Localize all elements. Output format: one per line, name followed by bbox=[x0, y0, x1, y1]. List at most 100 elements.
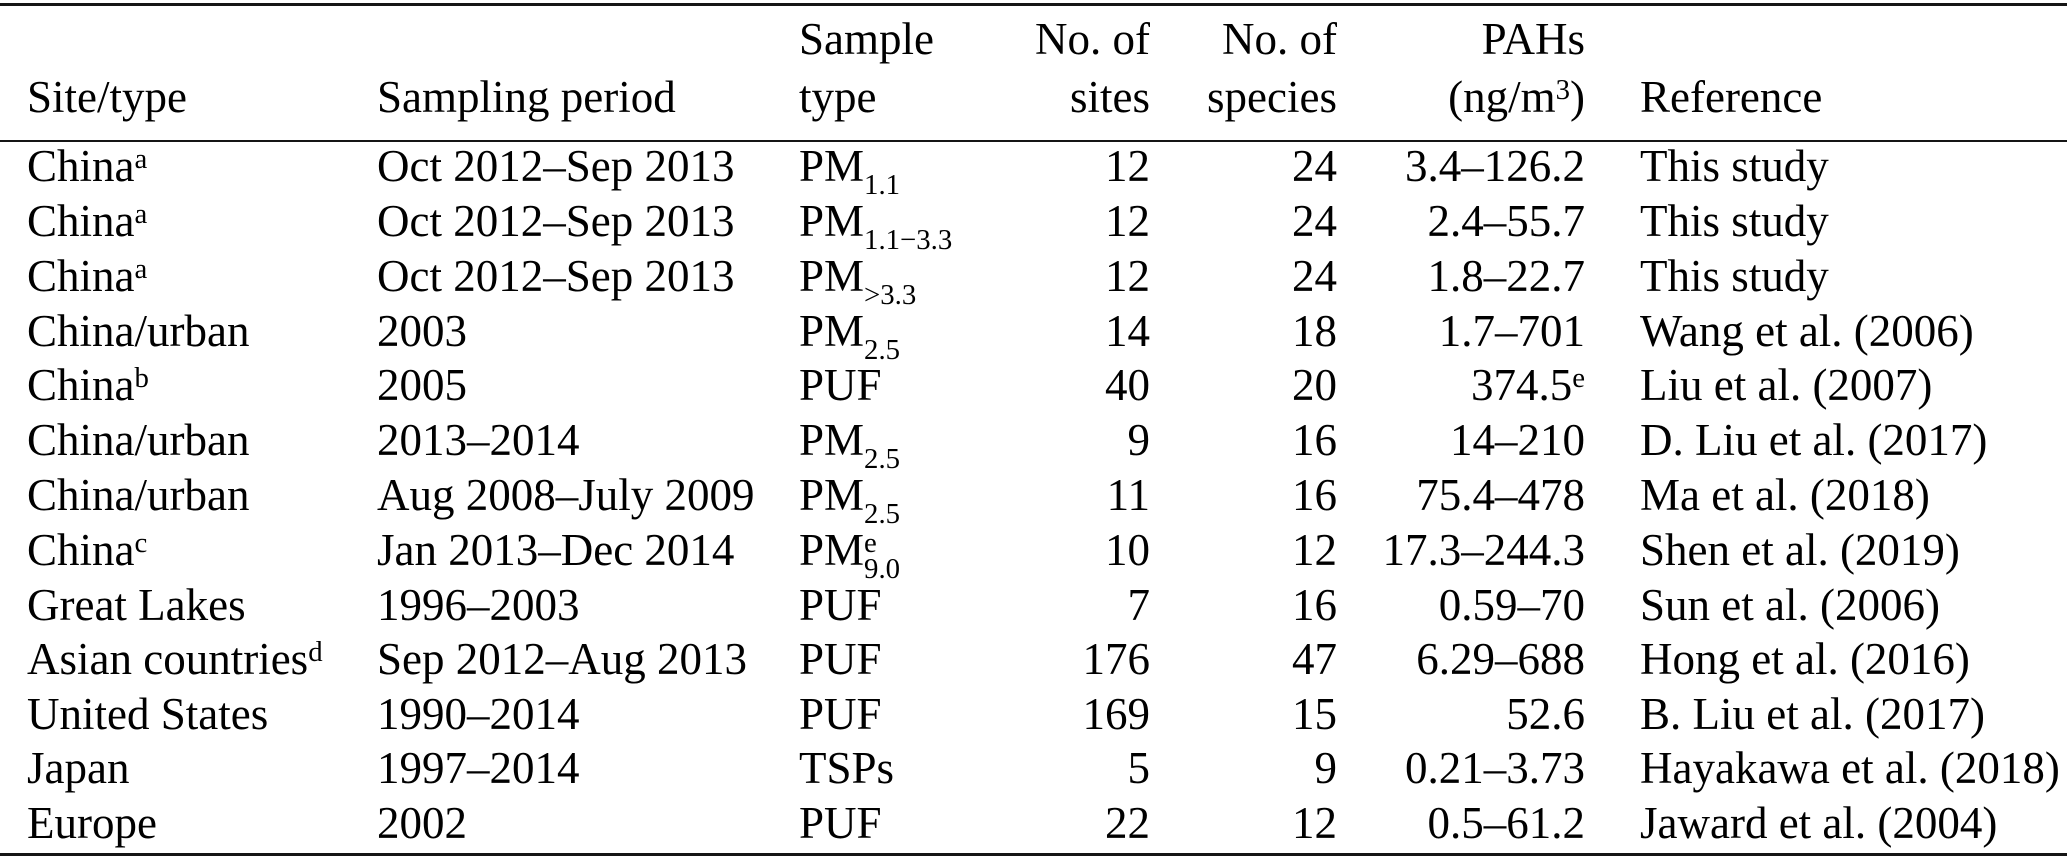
pah-comparison-table: Site/type Sampling period Sample type No… bbox=[0, 3, 2067, 856]
no-of-sites: 169 bbox=[1082, 688, 1151, 739]
no-of-sites-cell: 7 bbox=[1005, 580, 1151, 636]
sample-type-cell: PUF bbox=[799, 634, 1005, 690]
sample-type-subscript: >3.3 bbox=[864, 278, 917, 311]
site-footnote-superscript: b bbox=[134, 362, 149, 395]
reference: Sun et al. (2006) bbox=[1640, 579, 1940, 630]
sample-type-cell: PM 2.5 bbox=[799, 415, 1005, 473]
no-of-sites-cell: 176 bbox=[1005, 634, 1151, 690]
sampling-period: Aug 2008–July 2009 bbox=[377, 469, 755, 520]
site-footnote-superscript: a bbox=[134, 197, 148, 230]
pahs-concentration-cell: 0.21–3.73 bbox=[1337, 743, 1585, 799]
sampling-period-cell: 1990–2014 bbox=[377, 689, 799, 745]
site-name: China/urban bbox=[27, 414, 250, 465]
column-header-pahs: PAHs (ng/m3) bbox=[1337, 5, 1585, 142]
no-of-species: 47 bbox=[1292, 634, 1337, 685]
pahs-concentration-cell: 1.7–701 bbox=[1337, 305, 1585, 362]
site-type-cell: Chinaa bbox=[0, 141, 377, 197]
sampling-period-cell: Sep 2012–Aug 2013 bbox=[377, 634, 799, 690]
site-type-cell: Asian countriesd bbox=[0, 634, 377, 690]
site-footnote-superscript: a bbox=[134, 143, 148, 176]
pahs-range: 52.6 bbox=[1506, 688, 1585, 739]
sample-type-subscript: 2.5 bbox=[864, 497, 901, 530]
unit-text-close: ) bbox=[1570, 72, 1585, 122]
pahs-concentration-cell: 17.3–244.3 bbox=[1337, 525, 1586, 581]
site-type-cell: Great Lakes bbox=[0, 580, 377, 636]
column-header-sample-type: Sample type bbox=[799, 5, 1005, 142]
sample-type-supsub: 2.5 bbox=[864, 310, 900, 364]
sample-type-base: PM bbox=[799, 250, 865, 301]
reference-cell: Liu et al. (2007) bbox=[1585, 361, 2067, 416]
table-row: Europe 2002 PUF 22 12 0.5–61.2 Jaward et… bbox=[0, 797, 2067, 855]
sample-type-cell: PM 1.1−3.3 bbox=[799, 196, 1005, 254]
site-name: Japan bbox=[27, 743, 130, 794]
sampling-period-cell: 2002 bbox=[377, 798, 799, 855]
sampling-period-cell: 2005 bbox=[377, 361, 799, 416]
pahs-concentration-cell: 374.5e bbox=[1337, 361, 1585, 416]
sample-type-supsub: e 9.0 bbox=[864, 528, 900, 583]
no-of-sites: 176 bbox=[1082, 634, 1151, 685]
reference: Shen et al. (2019) bbox=[1640, 524, 1960, 575]
pahs-range: 3.4–126.2 bbox=[1405, 141, 1585, 191]
sampling-period: Sep 2012–Aug 2013 bbox=[377, 634, 747, 685]
site-type-cell: China/urban bbox=[0, 470, 377, 526]
no-of-species-cell: 16 bbox=[1150, 469, 1337, 526]
no-of-sites-cell: 22 bbox=[1005, 797, 1150, 855]
pahs-range: 1.8–22.7 bbox=[1427, 250, 1586, 301]
site-footnote-superscript: a bbox=[134, 252, 148, 285]
pahs-range: 1.7–701 bbox=[1438, 305, 1585, 356]
pahs-range: 14–210 bbox=[1450, 414, 1585, 465]
reference: Liu et al. (2007) bbox=[1640, 360, 1933, 411]
reference: This study bbox=[1640, 141, 1829, 191]
reference-cell: This study bbox=[1585, 195, 2067, 252]
site-name: China bbox=[27, 195, 135, 246]
sample-type-base: PUF bbox=[799, 688, 882, 739]
header-row: Site/type Sampling period Sample type No… bbox=[0, 5, 2067, 142]
site-type-cell: Europe bbox=[0, 798, 377, 855]
reference-cell: Sun et al. (2006) bbox=[1585, 579, 2067, 636]
column-header-no-of-sites: No. of sites bbox=[1005, 5, 1150, 142]
table-row: China/urban 2013–2014 PM 2.5 9 16 14–210 … bbox=[0, 414, 2067, 473]
pahs-concentration-cell: 3.4–126.2 bbox=[1337, 141, 1585, 197]
site-name: China/urban bbox=[27, 305, 250, 356]
reference: This study bbox=[1640, 195, 1829, 246]
pahs-range: 0.59–70 bbox=[1438, 579, 1585, 630]
no-of-species-cell: 12 bbox=[1150, 798, 1337, 855]
sample-type-cell: PM 1.1 bbox=[799, 141, 1005, 200]
sample-type-superscript bbox=[864, 145, 900, 171]
table-row: Chinaa Oct 2012–Sep 2013 PM >3.3 12 24 1.… bbox=[0, 250, 2067, 311]
sampling-period-cell: Oct 2012–Sep 2013 bbox=[377, 141, 799, 197]
superscript-3: 3 bbox=[1555, 74, 1570, 107]
header-line2: sites bbox=[1069, 72, 1150, 122]
pahs-range: 0.21–3.73 bbox=[1405, 743, 1585, 794]
sampling-period: Oct 2012–Sep 2013 bbox=[377, 195, 735, 246]
site-type-cell: Chinaa bbox=[0, 195, 377, 252]
no-of-sites: 14 bbox=[1105, 305, 1150, 356]
no-of-species: 16 bbox=[1292, 469, 1337, 520]
no-of-sites: 22 bbox=[1105, 797, 1150, 848]
site-type-cell: Chinaa bbox=[0, 251, 377, 307]
sampling-period: 2013–2014 bbox=[377, 414, 580, 465]
site-type-cell: United States bbox=[0, 689, 377, 745]
sample-type-cell: PM >3.3 bbox=[799, 250, 1005, 311]
reference: Jaward et al. (2004) bbox=[1640, 797, 1998, 848]
site-type-cell: Japan bbox=[0, 743, 377, 799]
table-header: Site/type Sampling period Sample type No… bbox=[0, 5, 2067, 142]
no-of-species: 20 bbox=[1292, 360, 1337, 411]
no-of-species-cell: 16 bbox=[1150, 579, 1337, 636]
sample-type-base: PM bbox=[799, 469, 865, 520]
no-of-species: 16 bbox=[1292, 579, 1337, 630]
pahs-range: 75.4–478 bbox=[1416, 469, 1585, 520]
sampling-period: 1997–2014 bbox=[377, 743, 580, 794]
sample-type-superscript bbox=[864, 255, 916, 281]
table-row: Chinaa Oct 2012–Sep 2013 PM 1.1 12 24 3.4… bbox=[0, 141, 2067, 200]
site-footnote-superscript: d bbox=[308, 636, 323, 669]
sample-type-supsub: 2.5 bbox=[864, 474, 901, 530]
pahs-concentration-cell: 75.4–478 bbox=[1337, 469, 1585, 526]
pahs-range: 2.4–55.7 bbox=[1427, 195, 1586, 246]
reference: This study bbox=[1640, 250, 1829, 301]
table-body: Chinaa Oct 2012–Sep 2013 PM 1.1 12 24 3.4… bbox=[0, 141, 2067, 855]
sample-type-cell: PUF bbox=[799, 361, 1005, 416]
sample-type-supsub: 1.1 bbox=[864, 145, 900, 200]
site-name: China bbox=[27, 524, 135, 575]
sampling-period-cell: 2003 bbox=[377, 306, 799, 362]
